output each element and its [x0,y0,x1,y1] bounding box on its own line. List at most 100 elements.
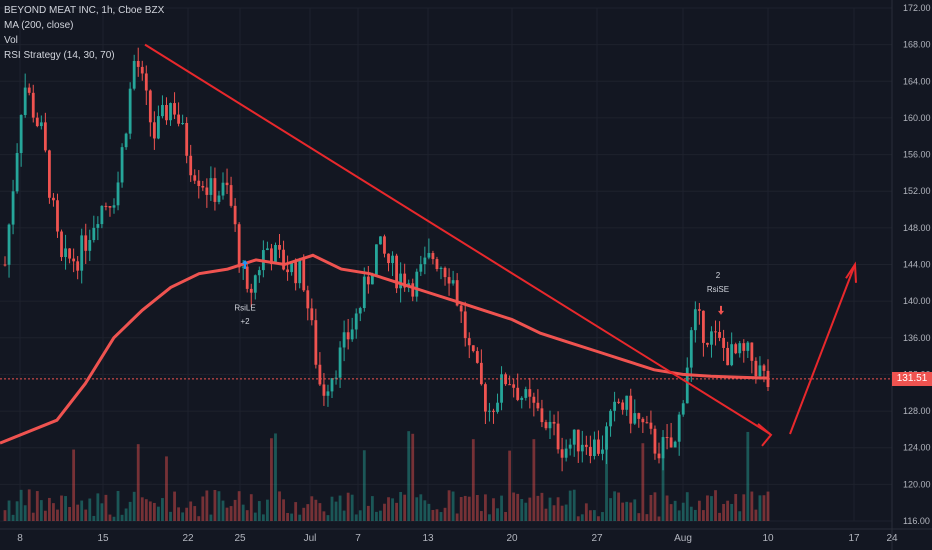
candle-body [217,195,221,202]
candle-body [76,261,80,271]
volume-bar [580,514,584,521]
x-tick-label: 20 [506,533,518,544]
volume-bar [225,507,229,521]
volume-bar [326,515,330,521]
candle-body [649,422,653,429]
volume-bar [419,494,423,521]
candle-body [524,389,528,398]
volume-bar [64,496,67,521]
volume-bar [88,498,92,521]
volume-bar [625,501,629,521]
candle-body [609,410,612,427]
candle-body [205,187,209,195]
volume-bar [693,509,697,521]
candle-body [375,244,378,275]
volume-bar [605,443,608,521]
volume-bar [3,510,7,521]
candle-body [580,444,584,452]
candle-body [48,150,51,198]
candle-body [229,185,233,206]
candle-body [605,426,608,450]
candle-body [257,270,261,276]
candle-body [354,313,358,330]
x-tick-label: 24 [886,533,898,544]
candle-body [584,444,588,447]
volume-bar [613,491,616,521]
candle-body [459,305,463,312]
volume-bar [169,511,172,521]
candle-body [120,147,124,183]
candle-body [350,329,354,340]
volume-bar [471,439,475,521]
price-axis: 172.00 168.00 164.00 160.00 156.00 152.00 148.… [891,0,931,550]
volume-bar [536,495,540,521]
ma-200-line [0,253,769,445]
candle-body [80,235,84,271]
volume-bar [290,513,294,521]
y-tick-label: 136.00 [903,333,931,343]
candle-body [730,344,734,366]
volume-bar [306,504,310,521]
candle-body [298,259,302,284]
candle-body [706,342,709,345]
candle-body [221,182,225,196]
volume-bar [157,506,160,521]
candle-body [282,249,285,270]
volume-bar [560,505,564,521]
candle-body [100,205,104,225]
x-tick-label: 10 [762,533,774,544]
volume-bar [657,516,661,521]
volume-bar [261,514,265,521]
y-tick-label: 172.00 [903,3,931,13]
volume-bar [370,496,374,521]
candle-body [52,197,55,201]
candle-body [185,122,189,156]
candle-body [576,429,580,452]
volume-bar [136,444,140,521]
volume-bar [540,492,544,521]
candle-body [697,309,701,311]
volume-bar [710,496,713,521]
candle-body [43,122,47,151]
volume-bar [253,512,257,521]
candle-body [451,280,455,284]
y-tick-label: 156.00 [903,150,931,160]
strategy-signals: RsiLE +2 2 RsiSE [234,259,729,326]
volume-bar [463,495,467,521]
volume-bar [520,499,524,521]
volume-bar [621,502,625,521]
candle-body [423,257,427,265]
volume-bar [165,456,168,521]
volume-bar [556,497,560,521]
candle-body [484,384,487,412]
volume-bar [229,506,233,521]
candle-body [266,248,269,251]
candle-body [140,66,144,74]
volume-bar [43,510,47,521]
x-tick-label: Aug [674,533,692,544]
volume-bar [496,508,499,521]
candle-body [31,92,35,118]
volume-bar [750,491,754,521]
volume-bar [455,513,459,521]
volume-bar [282,499,285,521]
candle-body [572,429,576,445]
candle-body [500,374,503,403]
volume-bar [427,503,431,521]
volume-bar [60,495,63,521]
candle-body [552,421,556,424]
volume-bar [201,496,205,521]
candle-body [593,439,596,457]
volume-bar [354,514,358,521]
candle-body [342,332,346,348]
y-tick-label: 144.00 [903,260,931,270]
volume-bar [23,505,27,521]
volume-bar [249,494,253,521]
volume-bar [366,505,370,521]
candle-body [23,87,27,116]
volume-bar [108,514,112,521]
volume-bar [338,495,342,521]
signal-label: 2 [716,271,721,280]
downtrend-line [144,43,771,435]
candle-body [362,276,366,309]
